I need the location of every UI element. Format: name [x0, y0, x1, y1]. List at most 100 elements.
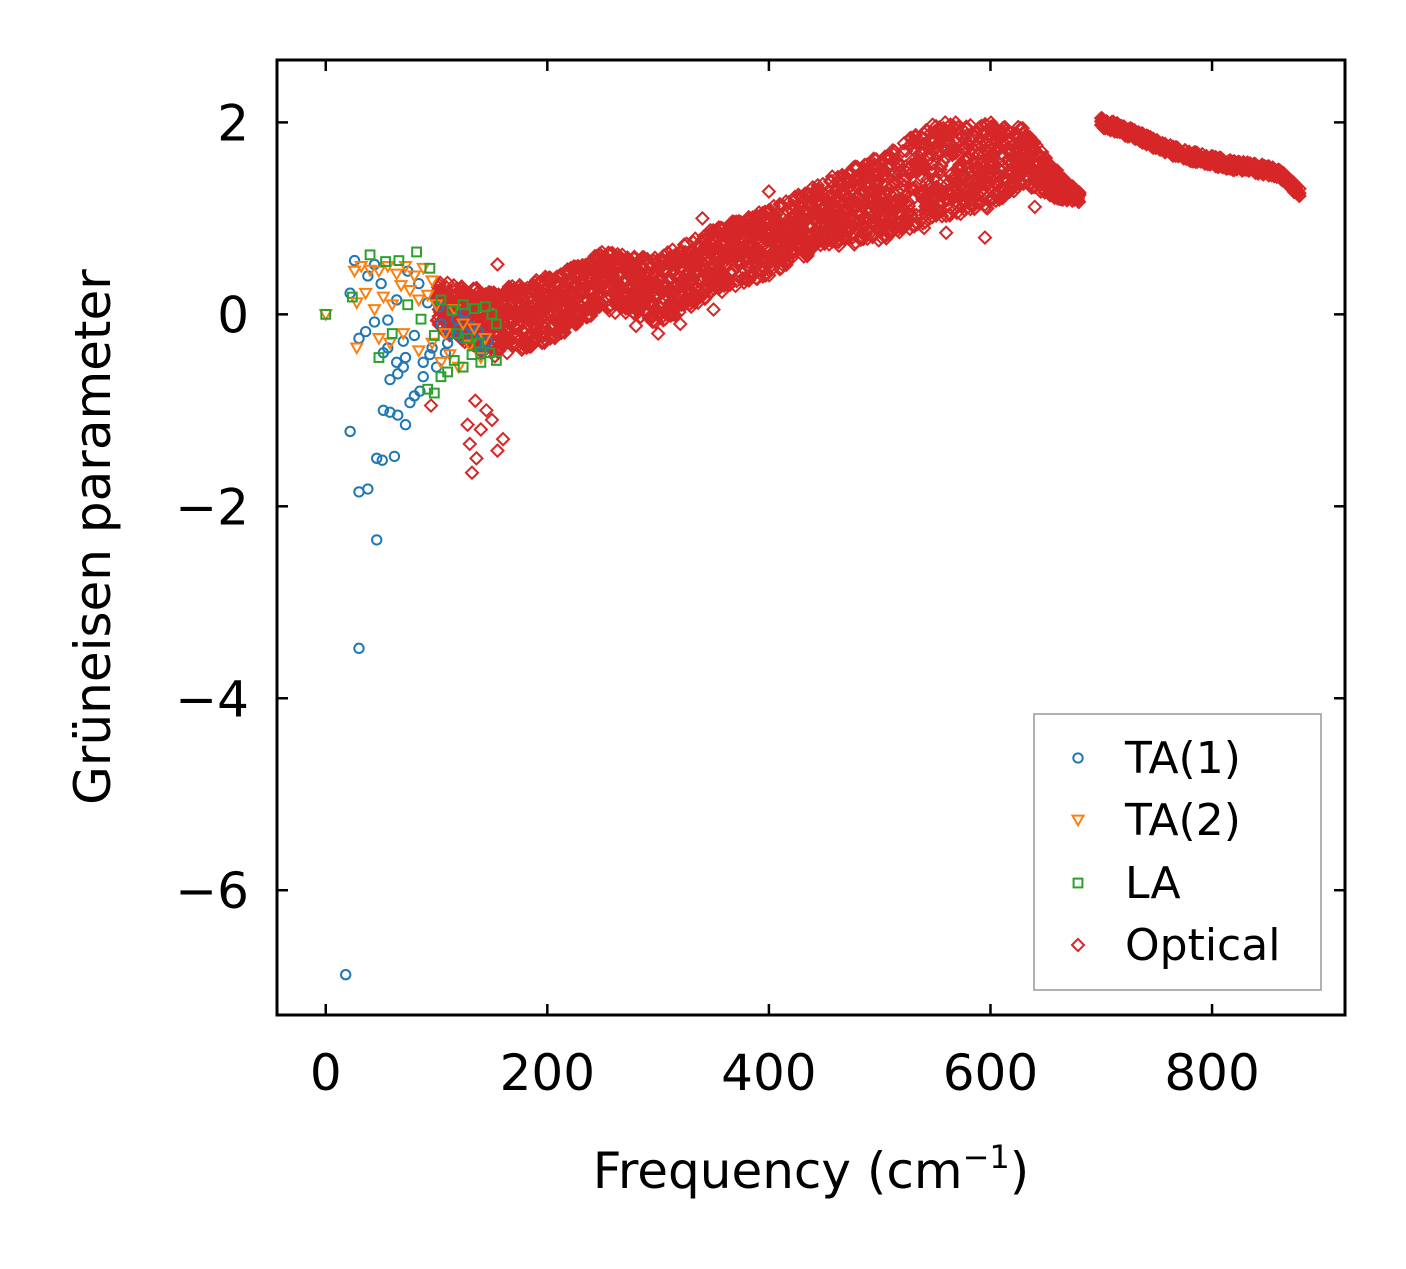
ta1-point [413, 277, 425, 290]
optical-point [884, 218, 900, 234]
ta1-point [441, 337, 454, 349]
optical-point [604, 245, 620, 261]
la-point [346, 291, 358, 303]
ta2-point [402, 284, 418, 298]
la-point [424, 262, 436, 274]
optical-point [810, 177, 826, 193]
la-point [473, 337, 485, 349]
optical-point [899, 169, 915, 185]
ta1-point [388, 450, 401, 463]
y-tick-label: 0 [217, 286, 249, 344]
optical-point [490, 256, 505, 272]
optical-point [694, 210, 710, 226]
optical-point [761, 184, 777, 199]
optical-point [1013, 120, 1029, 136]
ta1-point [417, 371, 429, 383]
optical-point [495, 431, 511, 447]
legend-label-ta1: TA(1) [1124, 733, 1241, 784]
la-point [320, 308, 332, 320]
ta2-point [371, 265, 387, 279]
ta1-point [399, 419, 412, 431]
ta2-point [411, 294, 427, 308]
ta2-point [358, 287, 373, 301]
x-tick-labels: 0 200 400 600 800 [310, 1044, 1260, 1102]
x-tick-label: 0 [310, 1044, 342, 1102]
ta1-point [362, 483, 374, 495]
optical-point [965, 154, 980, 170]
la-point [411, 246, 422, 258]
y-tick-label: −4 [175, 670, 249, 728]
x-axis-title-close: ) [1010, 1142, 1030, 1200]
optical-point [468, 450, 484, 466]
optical-point [916, 220, 932, 236]
optical-point [935, 153, 951, 169]
optical-point [460, 417, 476, 433]
x-axis-title: Frequency (cm−1) [593, 1138, 1030, 1200]
legend-markers [1070, 752, 1086, 953]
optical-point [773, 243, 789, 259]
optical-point [484, 412, 500, 428]
ta2-point [407, 270, 422, 284]
legend-marker [1070, 814, 1086, 828]
optical-point [473, 422, 489, 437]
ta2-point [462, 339, 477, 353]
optical-point [842, 178, 858, 194]
optical-point [925, 117, 941, 133]
ta2-point [398, 260, 413, 274]
x-tick-label: 600 [943, 1044, 1038, 1102]
optical-point [478, 402, 494, 418]
optical-point [469, 280, 485, 296]
optical-point [1291, 181, 1307, 197]
la-point [373, 352, 385, 363]
axis-ticks [277, 60, 1345, 1015]
optical-point [910, 216, 926, 232]
ta1-point [368, 316, 381, 328]
ta1-point [348, 254, 361, 267]
optical-point [1010, 179, 1026, 195]
optical-point [679, 236, 695, 252]
ta2-point [433, 356, 449, 370]
optical-point [667, 307, 683, 323]
ta2-point [424, 337, 440, 351]
la-point [466, 349, 478, 361]
y-tick-label: −2 [175, 478, 249, 536]
x-tick-label: 400 [721, 1044, 816, 1102]
x-axis-title-superscript: −1 [963, 1138, 1010, 1176]
optical-point [462, 436, 478, 452]
la-point [415, 313, 427, 325]
ta1-point [417, 356, 429, 369]
series-la [320, 246, 502, 399]
optical-point [464, 465, 480, 481]
x-tick-label: 200 [500, 1044, 595, 1102]
optical-point [490, 443, 505, 459]
series-optical [423, 110, 1307, 481]
la-point [451, 328, 462, 339]
legend-label-ta2: TA(2) [1124, 795, 1241, 846]
optical-point [948, 115, 964, 131]
la-point [475, 356, 487, 368]
la-point [490, 355, 502, 366]
optical-point [1071, 187, 1087, 203]
la-point [462, 332, 473, 344]
ta1-point [424, 348, 436, 361]
optical-point [1012, 176, 1028, 192]
legend-label-optical: Optical [1125, 920, 1280, 971]
la-point [479, 301, 491, 313]
ta2-point [376, 291, 391, 305]
ta2-point [384, 299, 400, 312]
ta1-point [392, 409, 404, 421]
optical-point [938, 225, 954, 241]
optical-point [942, 206, 958, 222]
ta2-point [466, 323, 482, 336]
ta2-point [411, 345, 427, 359]
optical-point [527, 307, 543, 323]
optical-point [958, 150, 974, 166]
ta2-point [349, 342, 364, 356]
la-point [468, 303, 480, 314]
ta2-point [347, 265, 362, 279]
la-point [428, 387, 440, 399]
la-point [364, 249, 376, 261]
ta1-point [340, 969, 352, 981]
la-point [457, 361, 469, 373]
series-ta1 [340, 254, 494, 981]
